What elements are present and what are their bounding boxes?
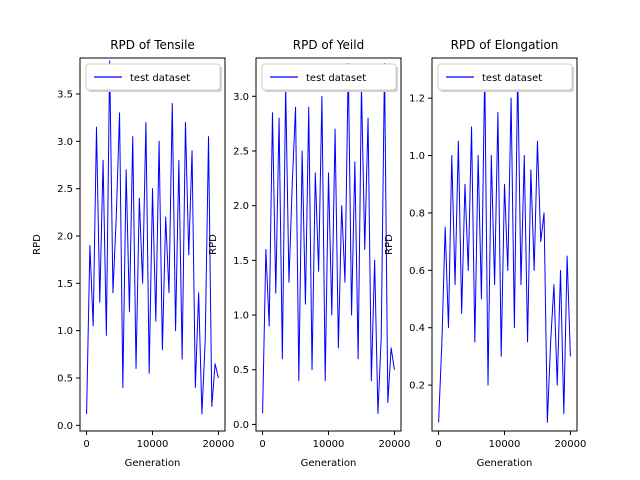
legend: test dataset xyxy=(85,63,222,92)
subplot-elongation: RPD of Elongation 0 10000 20000 0.2 0.4 0.6 0.… xyxy=(384,38,586,469)
subplot-title: RPD of Elongation xyxy=(451,38,559,52)
y-tick-label: 2.5 xyxy=(57,184,73,195)
x-tick-label: 20000 xyxy=(555,439,587,450)
y-tick-label: 1.5 xyxy=(233,256,249,267)
y-tick-label: 2.5 xyxy=(233,146,249,157)
y-tick-label: 3.0 xyxy=(233,92,249,103)
legend-label: test dataset xyxy=(130,73,190,84)
y-tick-label: 0.5 xyxy=(57,373,73,384)
x-tick-label: 0 xyxy=(435,439,441,450)
y-tick-label: 1.5 xyxy=(57,279,73,290)
y-tick-label: 1.0 xyxy=(409,151,425,162)
series-line xyxy=(438,68,571,423)
y-axis-label: RPD xyxy=(32,234,43,255)
y-tick-label: 1.0 xyxy=(57,326,73,337)
x-tick-label: 0 xyxy=(259,439,265,450)
y-tick-label: 0.2 xyxy=(409,381,425,392)
legend: test dataset xyxy=(261,63,398,92)
y-tick-label: 0.8 xyxy=(409,208,425,219)
subplot-title: RPD of Yeild xyxy=(293,38,364,52)
plot-area: 0 10000 20000 0.0 0.5 1.0 1.5 2.0 2.5 3.0 3.5 xyxy=(57,57,235,450)
y-tick-label: 0.0 xyxy=(233,420,249,431)
legend-box xyxy=(261,63,397,91)
y-tick-label: 3.0 xyxy=(57,137,73,148)
x-axis-label: Generation xyxy=(125,458,181,469)
plot-area: 0 10000 20000 0.0 0.5 1.0 1.5 2.0 2.5 3.0 xyxy=(233,57,411,450)
x-tick-label: 0 xyxy=(83,439,89,450)
legend-box xyxy=(85,63,221,91)
legend-label: test dataset xyxy=(306,73,366,84)
x-tick-label: 20000 xyxy=(203,439,235,450)
y-tick-label: 0.6 xyxy=(409,266,425,277)
x-axis-label: Generation xyxy=(301,458,357,469)
x-tick-label: 10000 xyxy=(313,439,345,450)
legend: test dataset xyxy=(437,63,574,92)
plot-area: 0 10000 20000 0.2 0.4 0.6 0.8 1.0 1.2 xyxy=(409,57,587,450)
y-tick-label: 2.0 xyxy=(57,231,73,242)
y-tick-label: 0.0 xyxy=(57,421,73,432)
legend-box xyxy=(437,63,573,91)
subplot-yield: RPD of Yeild 0 10000 20000 0.0 0.5 1.0 1.5 2.0 2… xyxy=(208,38,410,469)
x-tick-label: 20000 xyxy=(379,439,411,450)
y-tick-label: 1.0 xyxy=(233,311,249,322)
y-axis-label: RPD xyxy=(384,234,395,255)
series-line xyxy=(262,62,395,414)
y-tick-label: 0.4 xyxy=(409,323,425,334)
series-line xyxy=(86,60,219,415)
legend-label: test dataset xyxy=(482,73,542,84)
x-tick-label: 10000 xyxy=(489,439,521,450)
y-tick-label: 0.5 xyxy=(233,365,249,376)
y-tick-label: 1.2 xyxy=(409,94,425,105)
y-tick-label: 3.5 xyxy=(57,89,73,100)
x-tick-label: 10000 xyxy=(137,439,169,450)
subplot-title: RPD of Tensile xyxy=(110,38,195,52)
y-tick-label: 2.0 xyxy=(233,201,249,212)
subplot-tensile: RPD of Tensile 0 10000 20000 0.0 0.5 1.0 1.5 2.… xyxy=(32,38,234,469)
y-axis-label: RPD xyxy=(208,234,219,255)
x-axis-label: Generation xyxy=(477,458,533,469)
